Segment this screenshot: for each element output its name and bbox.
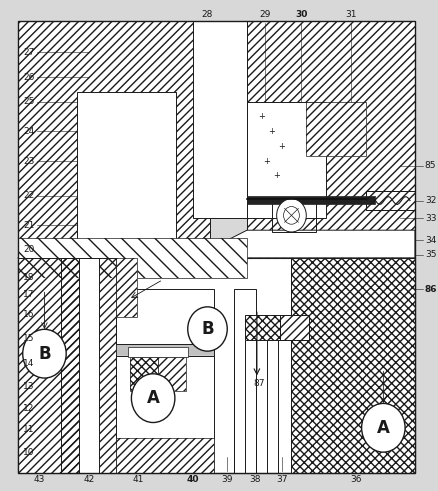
Text: 16: 16	[23, 310, 35, 319]
Bar	[131, 356, 158, 391]
Bar	[18, 21, 210, 258]
Text: 85: 85	[425, 162, 436, 170]
Bar	[245, 315, 279, 340]
Text: +: +	[278, 142, 285, 151]
Text: 22: 22	[23, 191, 35, 200]
Bar	[279, 315, 309, 340]
Bar	[247, 21, 415, 258]
Text: 24: 24	[23, 127, 35, 136]
Bar	[18, 258, 79, 473]
Text: 41: 41	[133, 475, 144, 484]
Bar	[279, 315, 309, 340]
Bar	[18, 238, 247, 277]
Text: 38: 38	[249, 475, 261, 484]
Text: 37: 37	[276, 475, 287, 484]
Bar	[366, 191, 415, 211]
Text: 25: 25	[23, 97, 35, 106]
Text: 43: 43	[34, 475, 45, 484]
Text: 15: 15	[23, 334, 35, 343]
Bar	[291, 258, 415, 473]
Text: 21: 21	[23, 221, 35, 230]
Text: B: B	[201, 320, 214, 338]
Text: 87: 87	[253, 379, 265, 388]
Text: 39: 39	[222, 475, 233, 484]
Bar	[18, 21, 415, 277]
Text: 11: 11	[23, 425, 35, 434]
Text: 10: 10	[23, 448, 35, 457]
Bar	[18, 258, 79, 473]
Bar	[61, 258, 116, 473]
Bar	[116, 290, 215, 473]
Bar	[116, 344, 215, 355]
Text: 26: 26	[23, 73, 35, 82]
Bar	[279, 315, 309, 340]
Bar	[18, 258, 415, 473]
Bar	[306, 102, 366, 156]
Bar	[18, 21, 210, 258]
Circle shape	[23, 329, 66, 378]
Text: +: +	[268, 127, 275, 136]
Text: 33: 33	[425, 214, 436, 223]
Bar	[247, 102, 326, 218]
Text: 17: 17	[23, 290, 35, 299]
Bar	[116, 258, 138, 317]
Circle shape	[362, 404, 405, 452]
Bar	[116, 437, 215, 473]
Text: B: B	[38, 345, 51, 363]
Bar	[245, 315, 279, 340]
Text: 27: 27	[23, 48, 35, 57]
Bar	[128, 347, 188, 356]
Text: 86: 86	[425, 285, 438, 294]
Text: 14: 14	[23, 359, 35, 368]
Bar	[247, 195, 375, 203]
Text: 29: 29	[259, 10, 271, 19]
Bar	[116, 437, 215, 473]
Bar	[193, 21, 247, 218]
Bar	[61, 258, 116, 473]
Text: 40: 40	[187, 475, 199, 484]
Bar	[131, 356, 158, 391]
Text: A: A	[377, 419, 390, 437]
Text: +: +	[258, 112, 265, 121]
Bar	[18, 238, 247, 277]
Bar	[158, 356, 186, 391]
Circle shape	[188, 307, 227, 351]
Bar	[158, 356, 186, 391]
Text: 42: 42	[83, 475, 95, 484]
Text: 30: 30	[295, 10, 307, 19]
Text: 35: 35	[425, 250, 436, 259]
Bar	[79, 258, 99, 473]
Text: 28: 28	[202, 10, 213, 19]
Text: +: +	[263, 157, 270, 165]
Circle shape	[131, 374, 175, 423]
Text: 34: 34	[425, 236, 436, 245]
Circle shape	[283, 207, 299, 224]
Polygon shape	[18, 230, 415, 258]
Bar	[272, 200, 316, 232]
Text: 32: 32	[425, 196, 436, 205]
Text: 20: 20	[23, 246, 35, 254]
Text: 18: 18	[23, 273, 35, 282]
Text: A: A	[147, 389, 159, 407]
Text: 31: 31	[345, 10, 357, 19]
Text: +: +	[273, 171, 280, 180]
Bar	[291, 258, 415, 473]
Text: 12: 12	[23, 404, 35, 412]
Bar	[247, 21, 415, 258]
Text: 13: 13	[23, 382, 35, 391]
Text: 36: 36	[350, 475, 361, 484]
Circle shape	[277, 199, 306, 232]
Bar	[234, 290, 256, 473]
Bar	[77, 92, 176, 240]
Bar	[306, 102, 366, 156]
Bar	[366, 191, 415, 211]
Bar	[366, 191, 415, 211]
Text: 23: 23	[23, 157, 35, 165]
Bar	[116, 258, 138, 317]
